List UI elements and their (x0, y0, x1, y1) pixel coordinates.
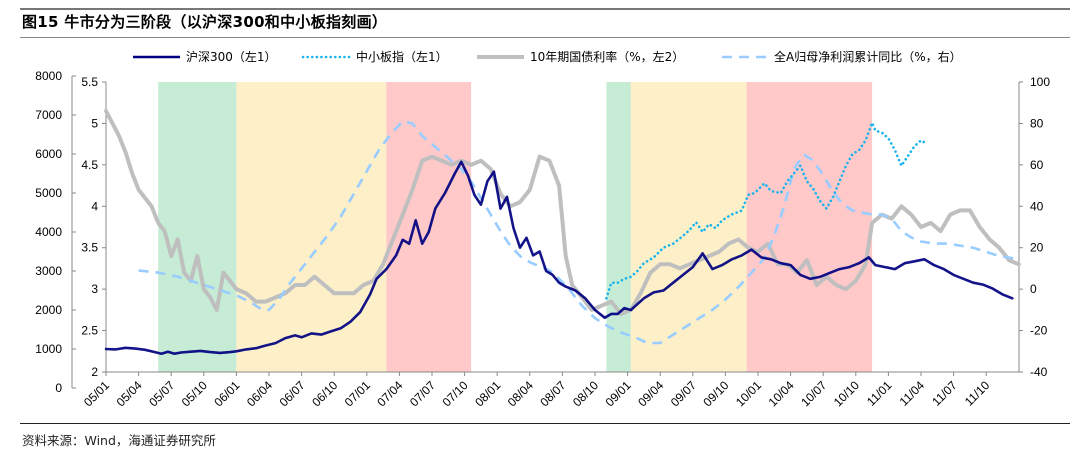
x-tick-label: 05/04 (114, 378, 145, 409)
series-line-1 (605, 121, 929, 300)
left2-tick-label: 2 (91, 365, 98, 379)
phase-band-phase-3 (386, 82, 472, 372)
left1-tick-label: 1000 (35, 342, 62, 356)
x-tick-label: 11/10 (962, 378, 993, 409)
right-tick-label: -40 (1030, 365, 1048, 379)
left2-tick-label: 3.5 (81, 241, 98, 255)
x-tick-label: 07/10 (440, 378, 471, 409)
x-tick-label: 08/04 (505, 378, 536, 409)
x-tick-label: 10/10 (831, 378, 862, 409)
x-tick-label: 11/01 (864, 378, 895, 409)
phase-band-phase-2 (630, 82, 747, 372)
legend-label-1: 中小板指（左1） (356, 49, 448, 64)
title-rule (20, 37, 1070, 38)
left1-tick-label: 2000 (35, 303, 62, 317)
phase-band-phase-3 (746, 82, 873, 372)
phase-band-phase-2 (236, 82, 387, 372)
series-line-3 (138, 120, 1020, 345)
legend-label-0: 沪深300（左1） (186, 49, 277, 64)
x-tick-label: 06/04 (244, 378, 275, 409)
x-tick-label: 09/01 (603, 378, 634, 409)
left2-tick-label: 4 (91, 199, 98, 213)
left2-tick-label: 4.5 (81, 158, 98, 172)
x-tick-label: 11/07 (929, 378, 960, 409)
bottom-rule (20, 423, 1070, 424)
x-tick-label: 07/01 (342, 378, 373, 409)
left1-tick-label: 7000 (35, 108, 62, 122)
x-tick-label: 10/07 (798, 378, 829, 409)
right-tick-label: 60 (1030, 158, 1044, 172)
right-tick-label: 0 (1030, 282, 1037, 296)
x-tick-label: 05/10 (179, 378, 210, 409)
left2-tick-label: 5.5 (81, 75, 98, 89)
left1-tick-label: 8000 (35, 69, 62, 83)
legend: 沪深300（左1） 中小板指（左1） 10年期国债利率（%，左2） 全A归母净利润累计… (133, 49, 962, 64)
x-tick-label: 06/10 (309, 378, 340, 409)
phase-band-phase-1 (158, 82, 237, 372)
x-tick-label: 07/04 (374, 378, 405, 409)
x-tick-label: 10/01 (733, 378, 764, 409)
x-tick-label: 05/01 (81, 378, 112, 409)
chart-title: 图15 牛市分为三阶段（以沪深300和中小板指刻画） (22, 13, 388, 31)
legend-label-2: 10年期国债利率（%，左2） (530, 49, 684, 64)
x-tick-label: 08/10 (570, 378, 601, 409)
x-tick-label: 06/01 (211, 378, 242, 409)
right-tick-label: 100 (1030, 75, 1050, 89)
x-tick-label: 07/07 (407, 378, 438, 409)
x-tick-label: 06/07 (277, 378, 308, 409)
left2-tick-label: 2.5 (81, 324, 98, 338)
series-line-0 (104, 160, 1014, 355)
right-tick-label: 20 (1030, 241, 1044, 255)
right-tick-label: 80 (1030, 116, 1044, 130)
left1-tick-label: 3000 (35, 264, 62, 278)
phase-band-phase-1 (606, 82, 631, 372)
x-tick-label: 09/10 (700, 378, 731, 409)
x-tick-label: 05/07 (146, 378, 177, 409)
left1-tick-label: 4000 (35, 225, 62, 239)
source-note: 资料来源：Wind，海通证券研究所 (22, 433, 216, 448)
top-rule (20, 8, 1070, 10)
x-tick-label: 08/07 (537, 378, 568, 409)
left2-tick-label: 3 (91, 282, 98, 296)
phase-bands (158, 82, 873, 372)
series-line-2 (104, 109, 1021, 316)
left1-tick-label: 5000 (35, 186, 62, 200)
legend-label-3: 全A归母净利润累计同比（%，右） (774, 49, 962, 64)
right-tick-label: -20 (1030, 324, 1048, 338)
x-tick-label: 09/07 (668, 378, 699, 409)
x-tick-label: 09/04 (635, 378, 666, 409)
x-tick-label: 11/04 (897, 378, 928, 409)
left2-tick-label: 5 (91, 116, 98, 130)
x-tick-label: 10/04 (766, 378, 797, 409)
x-tick-label: 08/01 (472, 378, 503, 409)
left1-tick-label: 0 (55, 381, 62, 395)
series-layer (104, 109, 1021, 355)
left1-tick-label: 6000 (35, 147, 62, 161)
right-tick-label: 40 (1030, 199, 1044, 213)
